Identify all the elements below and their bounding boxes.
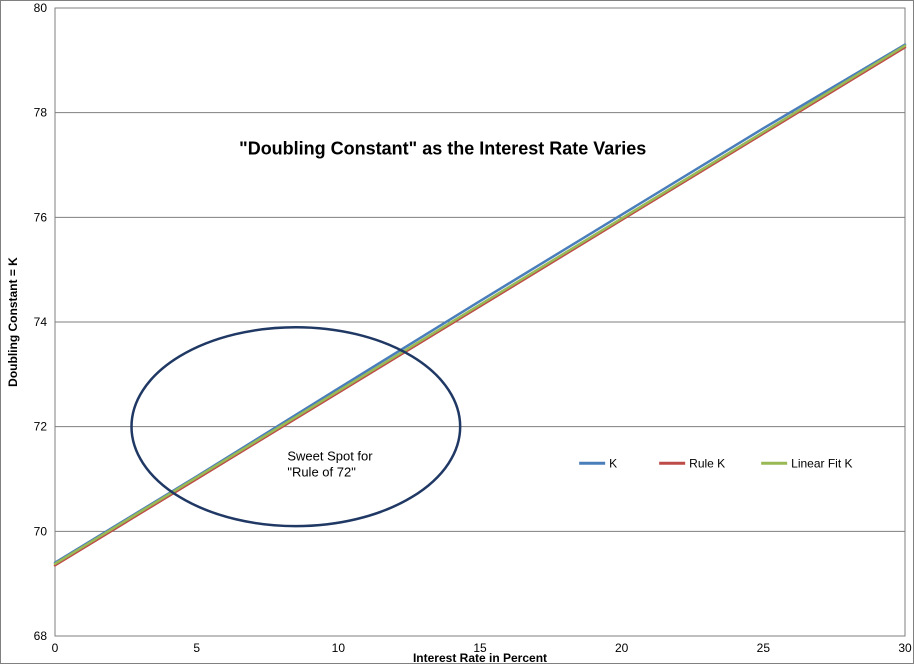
x-tick-label: 25 (757, 641, 771, 655)
line-chart: Sweet Spot for"Rule of 72" "Doubling Cons… (0, 0, 914, 664)
x-tick-label: 0 (52, 641, 59, 655)
x-tick-label: 20 (615, 641, 629, 655)
annotation-label: Sweet Spot for (287, 449, 373, 464)
y-tick-label: 78 (34, 106, 48, 120)
y-tick-label: 70 (34, 524, 48, 538)
x-tick-label: 10 (332, 641, 346, 655)
y-tick-label: 76 (34, 210, 48, 224)
y-tick-label: 80 (34, 1, 48, 15)
legend-label: Rule K (689, 456, 725, 470)
y-tick-label: 74 (34, 315, 48, 329)
chart-container: Sweet Spot for"Rule of 72" "Doubling Cons… (0, 0, 914, 664)
legend-label: K (609, 456, 617, 470)
chart-title: "Doubling Constant" as the Interest Rate… (239, 139, 646, 159)
x-axis-title: Interest Rate in Percent (413, 651, 547, 664)
y-tick-label: 68 (34, 629, 48, 643)
annotation-label: "Rule of 72" (287, 465, 356, 480)
x-tick-label: 5 (193, 641, 200, 655)
legend-label: Linear Fit K (791, 456, 852, 470)
y-axis-title: Doubling Constant = K (6, 257, 20, 387)
x-tick-label: 30 (898, 641, 912, 655)
y-tick-label: 72 (34, 420, 48, 434)
